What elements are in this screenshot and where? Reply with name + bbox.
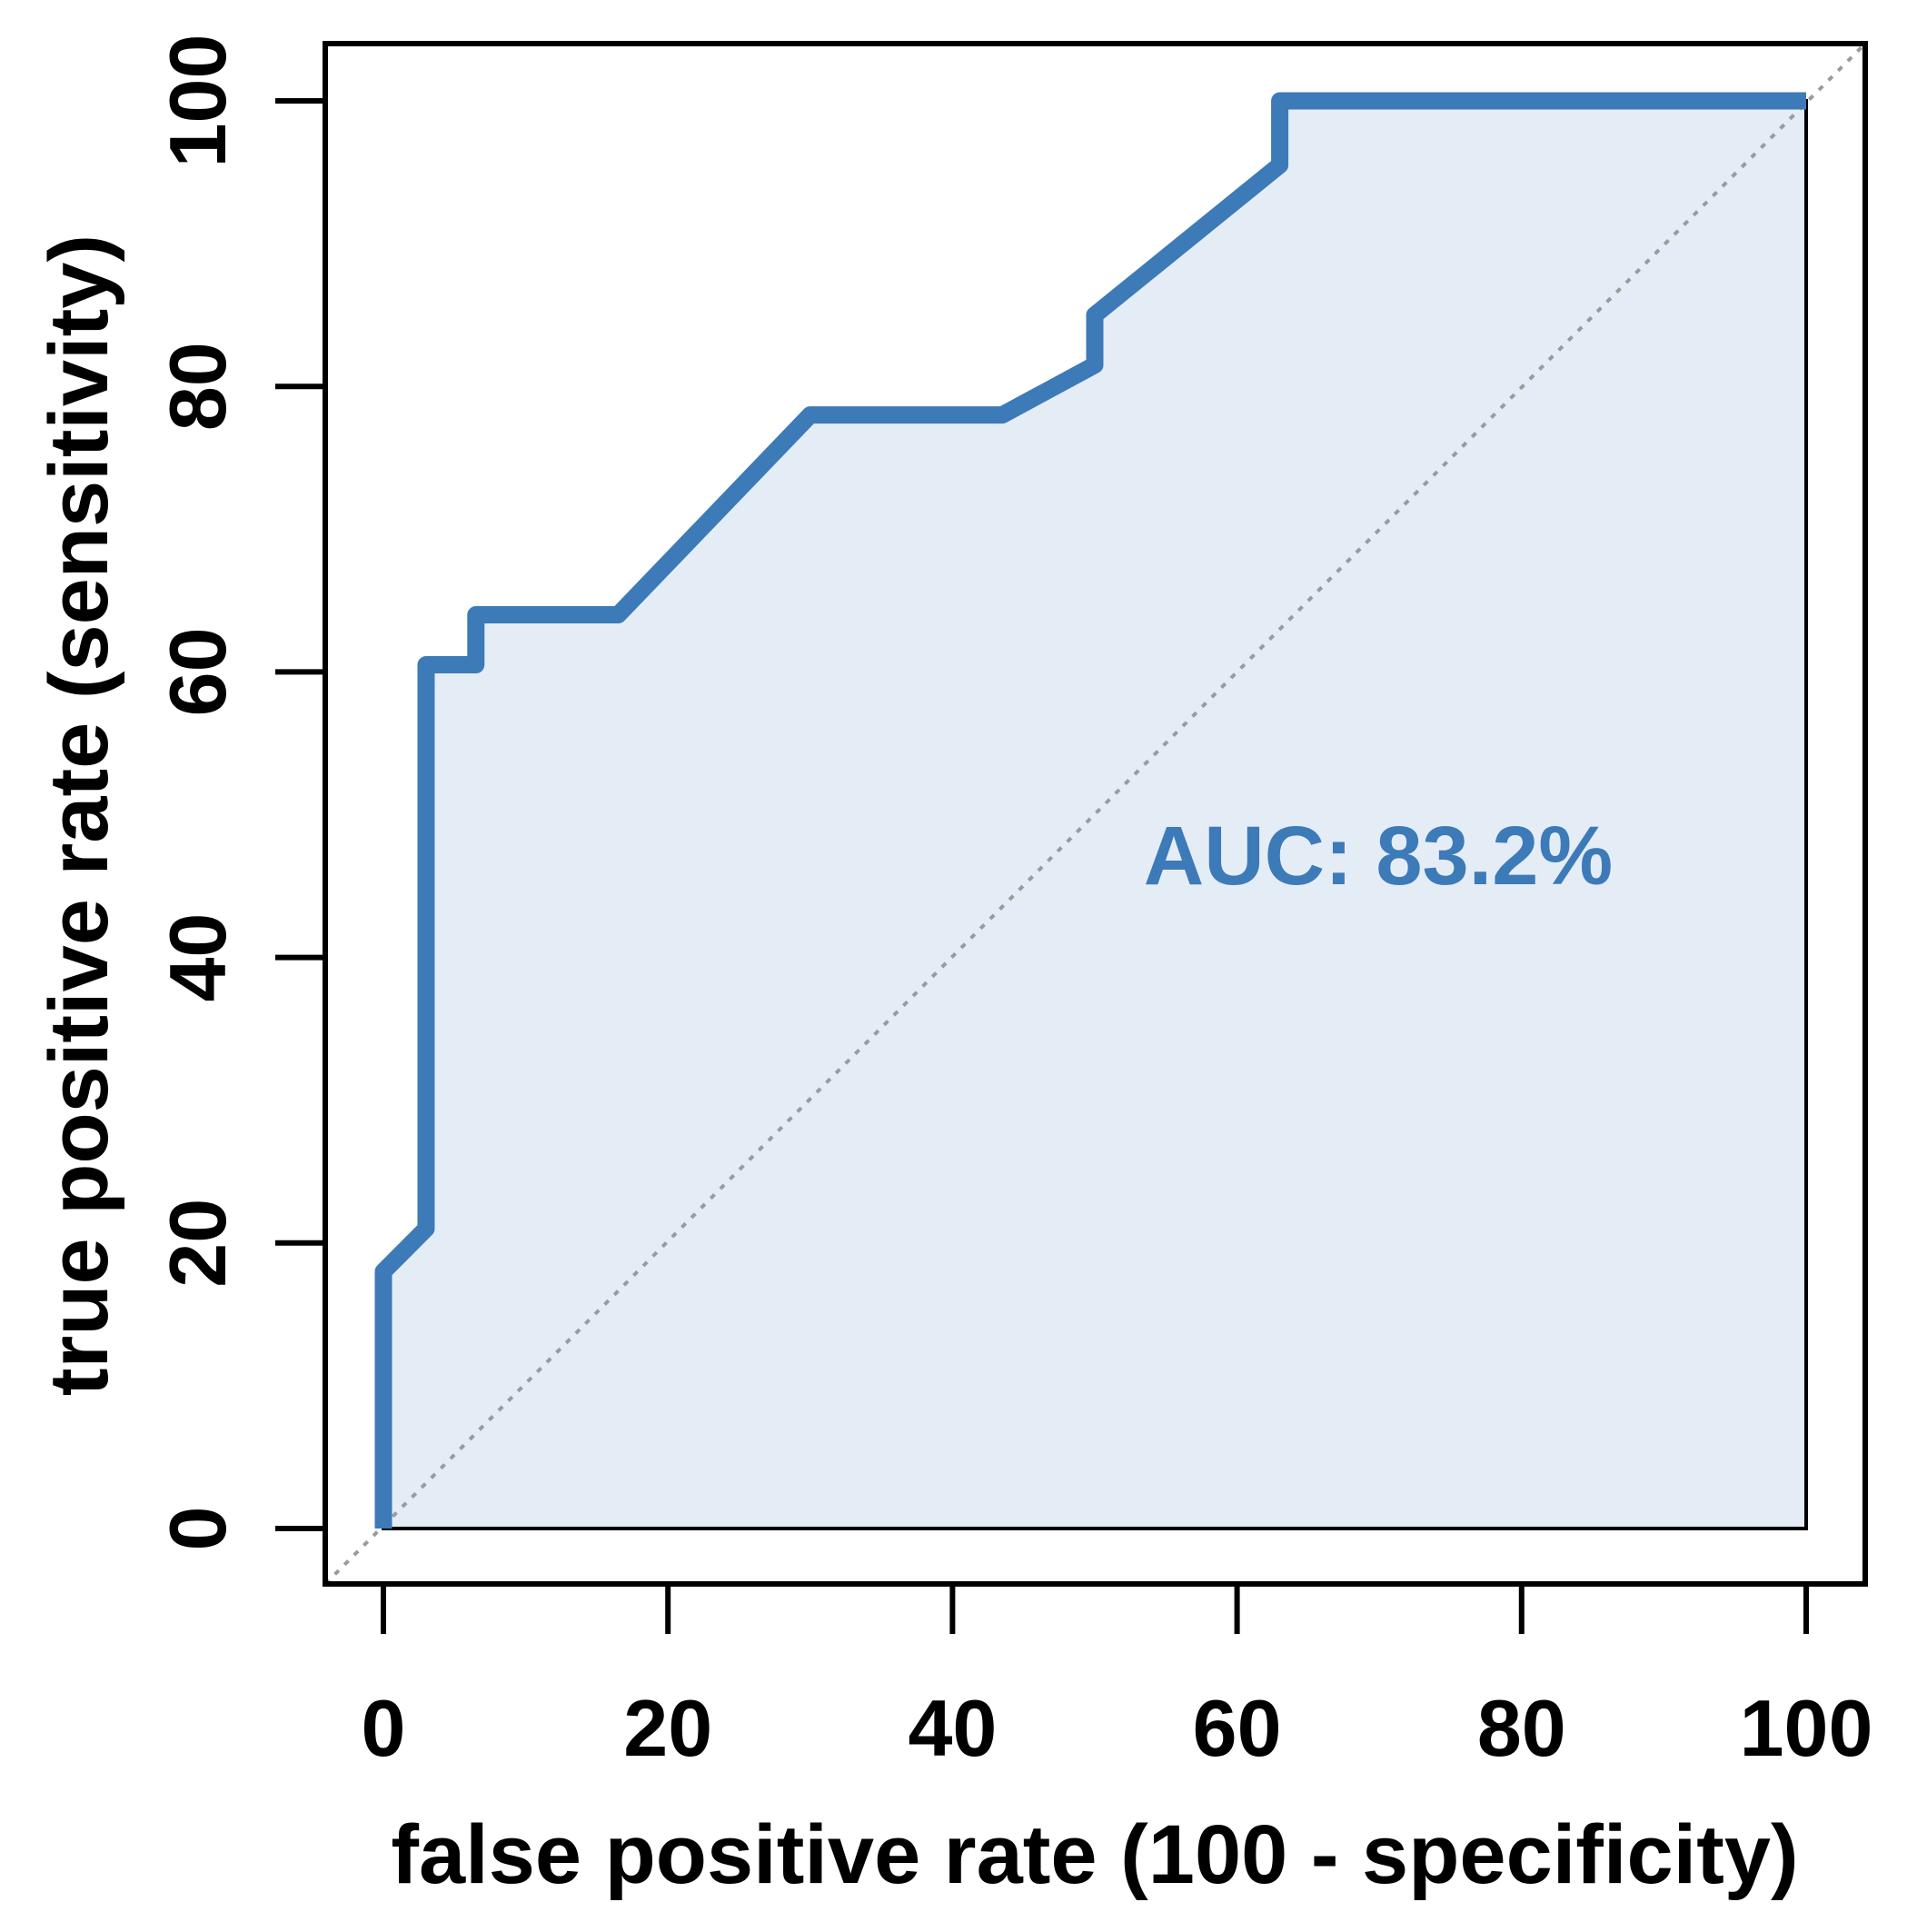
y-tick-label: 80 (153, 342, 243, 431)
x-tick-label: 80 (1477, 1683, 1566, 1773)
y-axis-ticks (275, 98, 325, 1531)
y-tick-label: 100 (153, 35, 243, 168)
plot-box-border (323, 41, 1868, 1587)
y-tick-label: 40 (153, 913, 243, 1002)
x-tick-label: 0 (362, 1683, 406, 1773)
x-axis-ticks (381, 1584, 1809, 1634)
chance-diagonal-line (323, 42, 1867, 1586)
y-axis-tick-labels: 0 20 40 60 80 100 (153, 35, 243, 1551)
x-axis-tick-labels: 0 20 40 60 80 100 (362, 1683, 1873, 1773)
x-tick-label: 20 (623, 1683, 712, 1773)
auc-annotation: AUC: 83.2% (1144, 810, 1613, 902)
x-axis-title: false positive rate (100 - specificity) (391, 1808, 1798, 1901)
y-tick-label: 20 (153, 1199, 243, 1288)
y-tick-label: 60 (153, 627, 243, 716)
roc-curve-line (374, 92, 1806, 1529)
y-axis-title: true positive rate (sensitivity) (33, 234, 125, 1396)
x-tick-label: 60 (1193, 1683, 1282, 1773)
x-tick-label: 40 (908, 1683, 997, 1773)
x-tick-label: 100 (1740, 1683, 1873, 1773)
y-tick-label: 0 (153, 1507, 243, 1551)
